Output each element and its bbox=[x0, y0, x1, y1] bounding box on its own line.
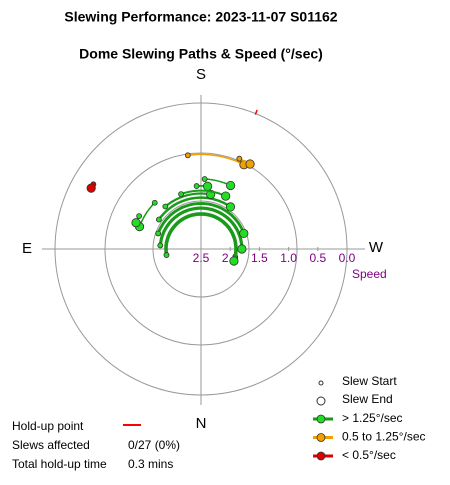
chart-subtitle: Dome Slewing Paths & Speed (°/sec) bbox=[79, 46, 323, 62]
slew-start bbox=[156, 231, 161, 236]
holdup-time-value: 0.3 mins bbox=[128, 457, 173, 471]
slew-end bbox=[230, 257, 238, 265]
legend-symbol bbox=[317, 434, 325, 442]
compass-label: E bbox=[22, 240, 32, 257]
slew-end bbox=[132, 219, 140, 227]
r-tick-label: 0.5 bbox=[309, 251, 326, 265]
compass-label: N bbox=[196, 415, 207, 432]
legend-label: 0.5 to 1.25°/sec bbox=[342, 430, 426, 444]
slew-end bbox=[203, 182, 211, 190]
legend-label: > 1.25°/sec bbox=[342, 411, 403, 425]
slew-start bbox=[179, 192, 184, 197]
slew-end bbox=[226, 181, 234, 189]
r-tick-label: 2.5 bbox=[193, 251, 210, 265]
r-tick-label: 0.0 bbox=[339, 251, 356, 265]
slew-start bbox=[202, 177, 207, 182]
legend-label: Slew Start bbox=[342, 374, 397, 388]
slew-start bbox=[185, 153, 190, 158]
slew-end bbox=[221, 192, 229, 200]
slew-start bbox=[164, 253, 169, 258]
compass-label: W bbox=[369, 239, 384, 256]
r-tick-label: 1.5 bbox=[251, 251, 268, 265]
slew-start bbox=[163, 204, 168, 209]
slew-end bbox=[87, 184, 95, 192]
slew-start bbox=[156, 217, 161, 222]
slew-start bbox=[152, 200, 157, 205]
legend-symbol bbox=[317, 397, 325, 405]
compass-label: S bbox=[196, 66, 206, 83]
affected-value: 0/27 (0%) bbox=[128, 438, 180, 452]
legend-label: Slew End bbox=[342, 392, 393, 406]
r-tick-label: 1.0 bbox=[280, 251, 297, 265]
slew-end bbox=[240, 229, 248, 237]
slew-start bbox=[158, 243, 163, 248]
chart-title: Slewing Performance: 2023-11-07 S01162 bbox=[64, 9, 337, 25]
affected-label: Slews affected bbox=[12, 438, 90, 452]
slew-end bbox=[246, 160, 254, 168]
polar-frame bbox=[42, 95, 365, 405]
legend-symbol bbox=[319, 381, 323, 385]
slew-end bbox=[238, 245, 246, 253]
legend-symbol bbox=[317, 452, 325, 460]
axis-label: Speed bbox=[352, 267, 387, 281]
holdup-time-label: Total hold-up time bbox=[12, 457, 107, 471]
slew-start bbox=[237, 156, 242, 161]
legend-symbol bbox=[317, 415, 325, 423]
slew-start bbox=[194, 184, 199, 189]
legend-label: < 0.5°/sec bbox=[342, 448, 396, 462]
slew-start bbox=[137, 214, 142, 219]
holdup-label: Hold-up point bbox=[12, 419, 84, 433]
slew-end bbox=[226, 203, 234, 211]
